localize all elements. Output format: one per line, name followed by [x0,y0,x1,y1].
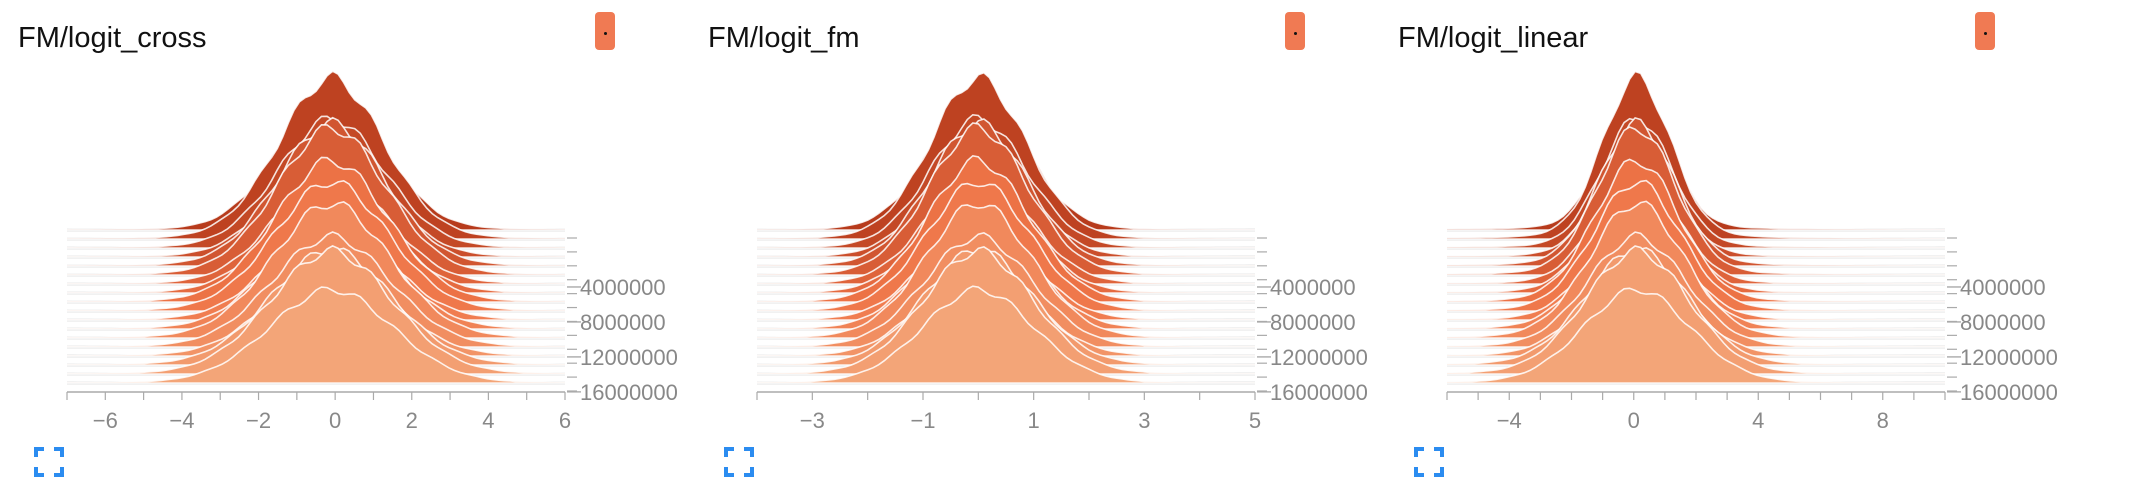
x-tick-label: 5 [1249,408,1261,433]
chart-title: FM/logit_fm [708,22,860,54]
x-tick-label: 0 [329,408,341,433]
y-tick-label: 4000000 [1270,275,1356,300]
series-area [66,286,566,384]
y-tick-label: 4000000 [580,275,666,300]
histogram-chart: −3 −1 1 3 5 4000000 8000000 12000000 16000000 [756,71,1368,433]
x-tick-label: 1 [1028,408,1040,433]
y-tick-label: 12000000 [1960,345,2058,370]
dot-icon [1984,32,1987,35]
y-tick-label: 16000000 [1960,380,2058,405]
dot-icon [1294,32,1297,35]
y-axis: 4000000 8000000 12000000 16000000 [1257,237,1368,405]
chart-panel-logit-fm: FM/logit_fm −3 −1 1 3 5 4000000 8000000 1200000… [690,0,1370,488]
x-tick-label: 4 [482,408,494,433]
color-toggle-button[interactable] [1975,12,1995,50]
chart-panel-logit-cross: FM/logit_cross −6 −4 −2 0 2 4 6 4000000 8000000 1… [0,0,680,488]
y-tick-label: 12000000 [580,345,678,370]
y-tick-label: 8000000 [1960,310,2046,335]
series-group [1446,70,1946,384]
x-tick-label: 0 [1628,408,1640,433]
y-tick-label: 16000000 [580,380,678,405]
x-tick-label: 2 [406,408,418,433]
y-tick-label: 16000000 [1270,380,1368,405]
series-area [1446,70,1946,240]
x-tick-label: 3 [1138,408,1150,433]
y-axis: 4000000 8000000 12000000 16000000 [567,237,678,405]
x-tick-label: 4 [1752,408,1764,433]
x-tick-label: 8 [1877,408,1889,433]
expand-icon[interactable] [1414,447,1444,477]
expand-icon[interactable] [724,447,754,477]
x-tick-label: 6 [559,408,571,433]
series-group [756,71,1256,384]
histogram-chart: −6 −4 −2 0 2 4 6 4000000 8000000 12000000 16000000 [66,70,678,433]
x-axis: −4 0 4 8 [1446,391,1946,433]
x-tick-label: −4 [1497,408,1522,433]
series-area [1446,179,1946,312]
series-area [1446,287,1946,384]
y-tick-label: 12000000 [1270,345,1368,370]
color-toggle-button[interactable] [1285,12,1305,50]
expand-icon[interactable] [34,447,64,477]
histogram-chart: −4 0 4 8 4000000 8000000 12000000 16000000 [1446,70,2058,433]
color-toggle-button[interactable] [595,12,615,50]
x-tick-label: −2 [246,408,271,433]
series-area [756,285,1256,384]
dot-icon [604,32,607,35]
y-axis: 4000000 8000000 12000000 16000000 [1947,237,2058,405]
x-tick-label: −1 [910,408,935,433]
x-axis: −3 −1 1 3 5 [756,391,1261,433]
y-tick-label: 8000000 [580,310,666,335]
chart-title: FM/logit_linear [1398,22,1589,54]
series-group [66,70,566,384]
chart-title: FM/logit_cross [18,22,207,54]
series-area [1446,117,1946,249]
x-axis: −6 −4 −2 0 2 4 6 [66,391,571,433]
chart-panel-logit-linear: FM/logit_linear −4 0 4 8 4000000 8000000 12000… [1380,0,2060,488]
x-tick-label: −3 [800,408,825,433]
x-tick-label: −6 [93,408,118,433]
x-tick-label: −4 [169,408,194,433]
y-tick-label: 4000000 [1960,275,2046,300]
y-tick-label: 8000000 [1270,310,1356,335]
